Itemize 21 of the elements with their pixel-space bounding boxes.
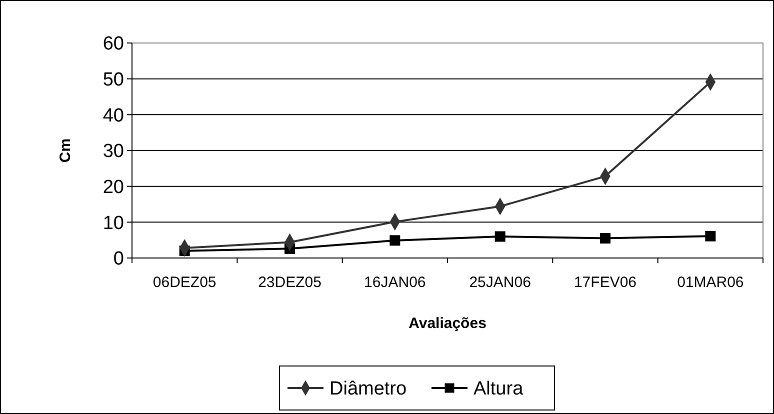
x-axis-title: Avaliações (408, 315, 486, 332)
y-tick-label: 50 (102, 69, 124, 90)
point (390, 235, 400, 246)
y-axis-title: Cm (57, 138, 74, 163)
x-tick-label: 16JAN06 (364, 274, 426, 291)
x-tick-label: 23DEZ05 (258, 274, 322, 291)
y-tick-label: 0 (113, 248, 124, 270)
legend-label: Diâmetro (330, 378, 407, 400)
x-tick-label: 06DEZ05 (152, 274, 216, 291)
legend-label: Altura (474, 378, 524, 400)
point (600, 233, 610, 244)
y-tick-label: 60 (102, 34, 124, 55)
x-tick-label: 25JAN06 (469, 274, 531, 291)
point (705, 230, 716, 242)
y-tick-label: 40 (102, 105, 124, 126)
y-tick-label: 10 (102, 212, 124, 234)
y-tick-label: 20 (102, 176, 124, 198)
x-tick-label: 17FEV06 (574, 274, 637, 291)
point (494, 231, 506, 242)
y-tick-label: 30 (102, 141, 124, 162)
x-tick-label: 01MAR06 (677, 274, 744, 291)
